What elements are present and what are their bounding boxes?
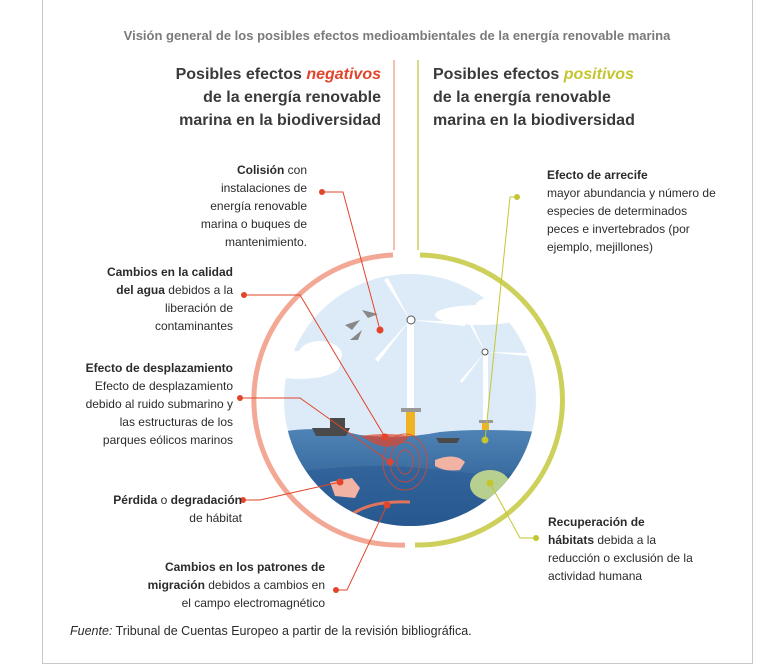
effect-title: Cambios en los patrones de migración — [147, 560, 325, 592]
effect-title: Pérdida — [113, 493, 158, 507]
leader-dots — [237, 189, 539, 593]
negative-header-line2: de la energía renovable — [203, 89, 381, 106]
maintenance-boat — [436, 438, 460, 443]
positive-header-line3: marina en la biodiversidad — [433, 112, 635, 129]
effect-migration: Cambios en los patrones de migración deb… — [140, 558, 325, 612]
effect-title-2: degradación — [170, 493, 242, 507]
negative-highlight: negativos — [306, 66, 381, 83]
effect-title: Recuperación de hábitats — [548, 515, 645, 547]
positive-ring — [414, 252, 565, 548]
effect-text: con instalaciones de energía renovable m… — [200, 163, 307, 249]
effect-title: Efecto de arrecife — [547, 168, 648, 182]
negative-header-prefix: Posibles efectos — [175, 66, 307, 83]
positive-highlight: positivos — [563, 66, 634, 83]
effect-title: Colisión — [236, 163, 285, 177]
figure-title: Visión general de los posibles efectos m… — [123, 28, 671, 43]
effect-collision: Colisión con instalaciones de energía re… — [197, 161, 307, 251]
birds — [345, 310, 378, 340]
effect-text: Efecto de desplazamiento debido al ruido… — [85, 379, 233, 447]
effect-habitat-recovery: Recuperación de hábitats debida a la red… — [548, 513, 693, 585]
positive-header-line2: de la energía renovable — [433, 89, 611, 106]
scene — [284, 274, 536, 526]
figure-frame — [42, 0, 753, 664]
effect-text: debida a la reducción o exclusión de la … — [548, 533, 693, 583]
effect-text: mayor abundancia y número de especies de… — [547, 186, 716, 254]
effect-text: debidos a cambios en el campo electromag… — [181, 578, 325, 610]
negative-ring — [251, 252, 406, 548]
negative-header: Posibles efectos negativos de la energía… — [176, 63, 381, 132]
effect-title: Cambios en la calidad del agua — [106, 265, 233, 297]
positive-header: Posibles efectos positivos de la energía… — [433, 63, 635, 132]
source-text: Tribunal de Cuentas Europeo a partir de … — [112, 624, 472, 638]
effect-displacement: Efecto de desplazamiento Efecto de despla… — [73, 359, 233, 449]
effect-text: debidos a la liberación de contaminantes — [154, 283, 233, 333]
effect-reef: Efecto de arrecife mayor abundancia y núm… — [547, 166, 722, 256]
source-label: Fuente: — [70, 624, 113, 638]
negative-header-line3: marina en la biodiversidad — [179, 112, 381, 129]
positive-header-prefix: Posibles efectos — [433, 66, 564, 83]
fishing-boat — [312, 418, 350, 436]
source-note: Fuente: Tribunal de Cuentas Europeo a pa… — [70, 624, 472, 638]
effect-water-quality: Cambios en la calidad del agua debidos a… — [98, 263, 233, 335]
effect-text: o — [157, 493, 171, 507]
effect-habitat-loss: Pérdida o degradación de hábitat — [92, 491, 242, 527]
effect-title: Efecto de desplazamiento — [85, 361, 233, 375]
effect-text: de hábitat — [189, 511, 242, 525]
